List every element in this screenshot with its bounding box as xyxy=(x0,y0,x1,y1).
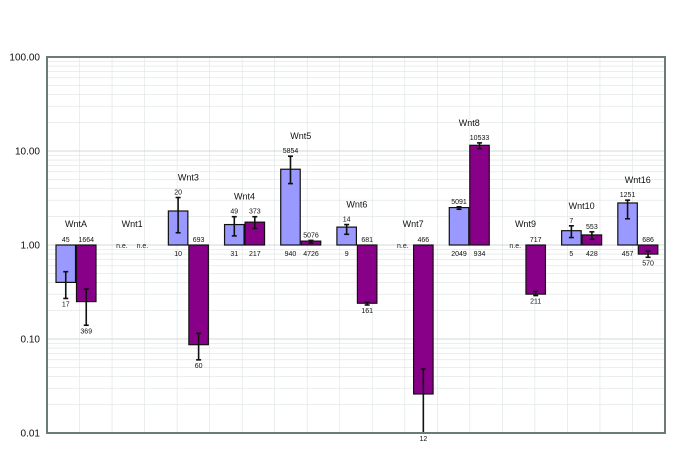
bar xyxy=(188,244,209,346)
group-label: WntA xyxy=(65,219,87,229)
bar xyxy=(525,244,547,295)
y-tick-label: 1.00 xyxy=(21,241,41,252)
bar-bottom-label: 2049 xyxy=(451,251,467,258)
bar-top-label: 1664 xyxy=(78,237,94,244)
bar-top-label: 5854 xyxy=(283,148,299,155)
bar-bottom-label: 60 xyxy=(195,363,203,370)
group-label: Wnt10 xyxy=(569,201,595,211)
bar xyxy=(448,206,470,246)
bar-top-label: 5091 xyxy=(451,199,467,206)
bar-top-label: 553 xyxy=(586,224,598,231)
bar-top-label: 1251 xyxy=(620,192,636,199)
group-label: Wnt5 xyxy=(290,131,311,141)
bar-top-label: 466 xyxy=(417,237,429,244)
bar-bottom-label: 17 xyxy=(62,301,70,308)
bar-top-label: 717 xyxy=(530,237,542,244)
bar-top-label: 681 xyxy=(361,237,373,244)
group-label: Wnt4 xyxy=(234,192,255,202)
y-tick-label: 0.01 xyxy=(21,429,41,440)
group-label: Wnt1 xyxy=(122,219,143,229)
bar-bottom-label: 5 xyxy=(569,251,573,258)
bar-bottom-label: 940 xyxy=(285,251,297,258)
bar-bottom-label: 9 xyxy=(345,251,349,258)
bar-bottom-label: 161 xyxy=(361,308,373,315)
bar-bottom-label: 428 xyxy=(586,251,598,258)
group-label: Wnt8 xyxy=(459,118,480,128)
y-tick-label: 0.10 xyxy=(21,335,41,346)
not-expressed-label: n.e. xyxy=(137,243,149,250)
group-label: Wnt9 xyxy=(515,219,536,229)
plot-frame xyxy=(46,56,666,434)
group-label: Wnt16 xyxy=(625,175,651,185)
bar-top-label: 686 xyxy=(642,237,654,244)
bar-bottom-label: 217 xyxy=(249,251,261,258)
bar-top-label: 14 xyxy=(343,217,351,224)
bar-top-label: 693 xyxy=(193,237,205,244)
not-expressed-label: n.e. xyxy=(509,243,521,250)
bar xyxy=(356,244,378,304)
bar-top-label: 373 xyxy=(249,209,261,216)
bar-bottom-label: 457 xyxy=(622,251,634,258)
bar-bottom-label: 4726 xyxy=(303,251,319,258)
bar-top-label: 45 xyxy=(62,237,70,244)
y-tick-label: 10.00 xyxy=(15,147,40,158)
not-expressed-label: n.e. xyxy=(397,243,409,250)
bar-top-label: 5076 xyxy=(303,232,319,239)
bar-bottom-label: 934 xyxy=(474,251,486,258)
bar-bottom-label: 31 xyxy=(230,251,238,258)
bar-bottom-label: 211 xyxy=(530,299,541,306)
group-label: Wnt3 xyxy=(178,173,199,183)
bar-bottom-label: 10 xyxy=(174,251,182,258)
bar-bottom-label: 369 xyxy=(80,328,92,335)
bar-bottom-label: 570 xyxy=(642,260,654,267)
bar-bottom-label: 12 xyxy=(419,436,427,443)
group-label: Wnt7 xyxy=(403,219,424,229)
bar-top-label: 49 xyxy=(230,209,238,216)
group-label: Wnt6 xyxy=(346,200,367,210)
bar-top-label: 20 xyxy=(174,190,182,197)
bar-top-label: 10533 xyxy=(470,135,490,142)
y-tick-label: 100.00 xyxy=(9,53,40,64)
bar-top-label: 7 xyxy=(569,218,573,225)
not-expressed-label: n.e. xyxy=(116,243,128,250)
bar xyxy=(469,144,490,246)
